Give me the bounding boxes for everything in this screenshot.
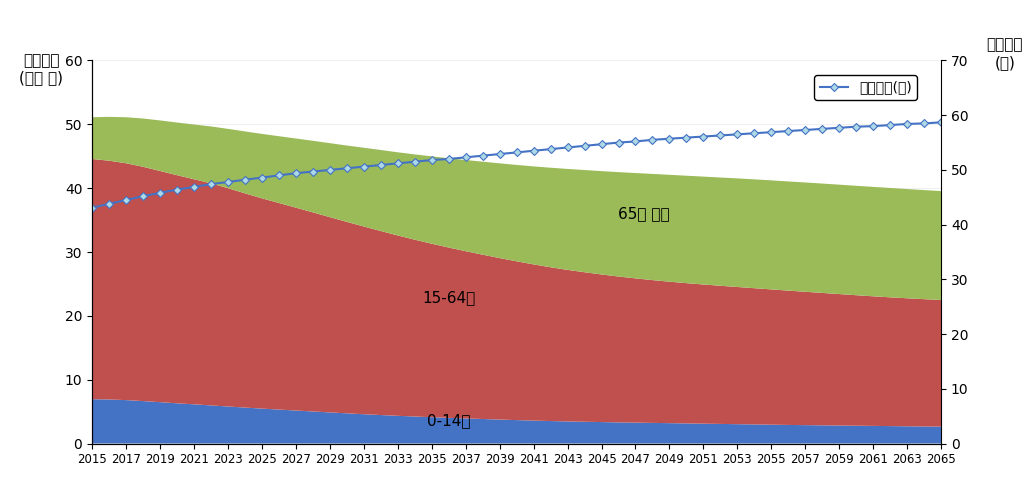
- Line: 중위연령(세): 중위연령(세): [89, 119, 944, 211]
- 중위연령(세): [698, 134, 710, 140]
- 중위연령(세): [358, 164, 370, 170]
- 중위연령(세): [86, 205, 98, 211]
- Y-axis label: 중위연령
(세): 중위연령 (세): [986, 37, 1023, 70]
- 중위연령(세): [273, 172, 285, 178]
- Y-axis label: 인구추계
(백만 명): 인구추계 (백만 명): [19, 53, 63, 85]
- 중위연령(세): [647, 137, 659, 143]
- Text: 15-64세: 15-64세: [422, 290, 476, 305]
- 중위연령(세): [918, 120, 930, 127]
- 중위연령(세): [341, 165, 353, 171]
- Legend: 중위연령(세): 중위연령(세): [814, 75, 918, 100]
- Text: 65세 이상: 65세 이상: [618, 206, 670, 221]
- Text: 0-14세: 0-14세: [427, 413, 471, 428]
- 중위연령(세): [935, 119, 947, 125]
